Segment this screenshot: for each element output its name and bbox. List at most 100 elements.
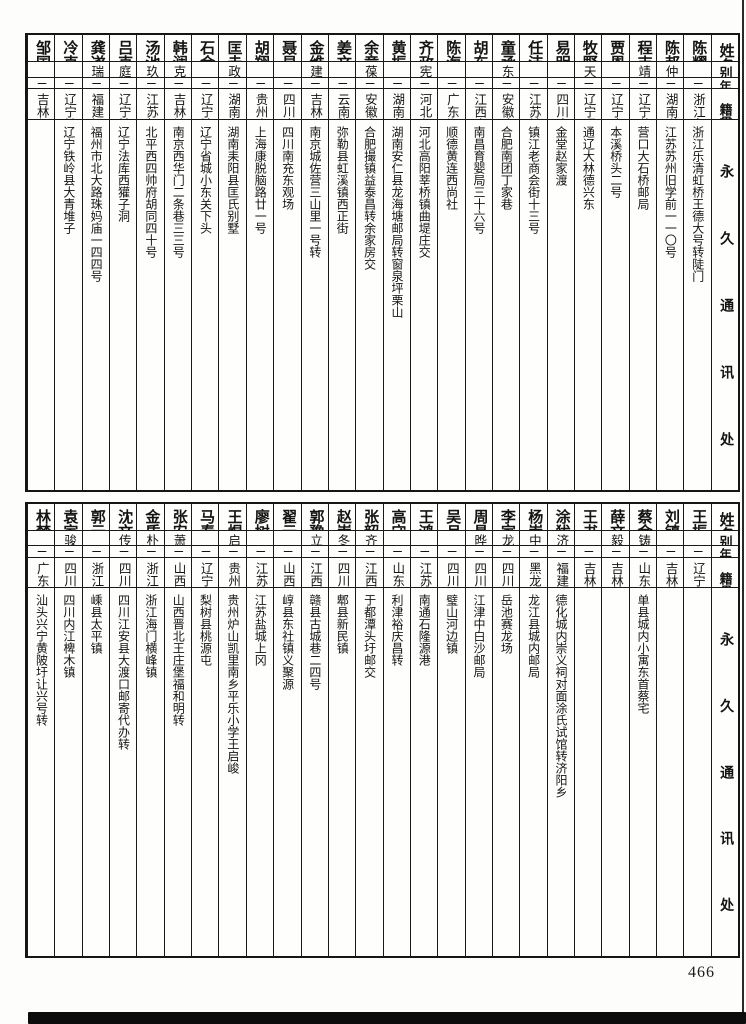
person-address: 合肥撮镇益泰昌转余家房交 [362, 125, 377, 270]
person-name-text: 吕克 [116, 40, 133, 63]
person-age: 二三 [82, 546, 110, 558]
directory-entry-column: 马春元 二三 辽宁沈阳 梨树县桃源屯 [191, 504, 219, 956]
person-alias [274, 531, 301, 547]
person-alias [192, 531, 219, 547]
person-native-place: 四川内江 [55, 558, 82, 589]
person-address: 于都潭头圩邮交 [362, 594, 377, 679]
person-name-text: 胡翔 [252, 40, 269, 63]
directory-entry-column: 郭豫章 立诚 二三 江西赣县 赣县古城巷二四号 [300, 504, 328, 956]
person-address: 南昌育婴局三十六号 [471, 125, 486, 234]
person-age: 二一 [438, 78, 465, 89]
person-name: 高守让 [383, 504, 410, 532]
person-name: 杨崇侠 [520, 504, 547, 532]
person-age: 二三 [465, 546, 492, 558]
person-address: 南京城佐营三山里一号转 [307, 125, 322, 258]
person-alias [684, 62, 711, 78]
person-address: 崞县东社镇义聚源 [280, 594, 295, 691]
directory-entry-column: 姜文斋 二四 云南弥勒 弥勒县虹溪镇西正街 [327, 35, 356, 490]
person-alias: 葆初 [356, 62, 383, 78]
person-age: 二三 [164, 546, 192, 558]
person-name: 涂犹龙② [547, 504, 574, 532]
person-name: 陈邦鑫 [656, 35, 684, 63]
person-address: 四川南充东观场 [280, 125, 295, 210]
person-native-place: 山西浑源 [164, 558, 192, 589]
person-name-text: 齐政新 [417, 40, 433, 61]
person-name-text: 匡圭训 [225, 40, 241, 61]
person-name-text: 任洁 [526, 40, 543, 63]
person-address: 江津中白沙邮局 [471, 594, 486, 679]
person-address: 四川江安县大渡口邮寄代办转 [116, 594, 131, 751]
person-name: 胡翔 [246, 35, 274, 63]
person-native-place: 四川金堂 [547, 89, 574, 120]
person-address: 赣县古城巷二四号 [307, 594, 322, 691]
person-alias: 仲略 [656, 62, 684, 78]
person-alias: 立诚 [301, 531, 328, 547]
person-native-place: 广东兴宁 [28, 558, 55, 589]
person-alias: 冬可 [328, 531, 356, 547]
person-name-text: 韩澜 [170, 40, 187, 63]
person-alias: 传仪 [110, 531, 137, 547]
person-alias [656, 531, 684, 547]
person-name: 吴月枢 [438, 504, 465, 532]
person-age: 二四 [410, 78, 438, 89]
person-name-text: 刘镇华 [663, 509, 679, 530]
person-address: 浙江乐清虹桥王德大号转陡门 [690, 125, 705, 282]
person-name: 齐政新 [410, 35, 438, 63]
person-name-text: 陈海雄 [444, 40, 460, 61]
directory-entry-column: 李家驹 龙骧 二四 四川岳池 岳池赛龙场 [491, 504, 520, 956]
person-alias [438, 62, 465, 78]
person-name: 薛文儒 [602, 504, 629, 532]
directory-entry-column: 金质 朴夫 二〇 浙江温岭 浙江海门横峰镇 [136, 504, 164, 956]
directory-table-upper: 姓名 别号 年龄 籍贯 永久通讯处 陈耀达 二二 浙江永嘉 [25, 33, 740, 492]
person-name: 王书田 [574, 504, 602, 532]
directory-entry-column: 金维 建华 二四 吉林吉林 南京城佐营三山里一号转 [300, 35, 328, 490]
person-alias: 铸九 [629, 531, 656, 547]
person-address: 合肥南团丁家巷 [499, 125, 514, 210]
person-alias [55, 62, 82, 78]
directory-entry-column: 王鸿升 二一 江苏南通 南通石隆源港 [409, 504, 438, 956]
person-name: 郭云龙 [82, 504, 110, 532]
person-native-place: 辽宁法库 [110, 89, 137, 120]
person-name-text: 牧野 [580, 40, 597, 63]
person-name-text: 赵崇善 [335, 509, 351, 530]
person-age: 二一 [274, 78, 301, 89]
directory-entry-column: 王书田 二三 吉林桦甸 [573, 504, 602, 956]
person-age: 二一 [547, 546, 574, 558]
person-address: 德化城内崇义祠对面涂氏试馆转济阳乡 [554, 594, 568, 799]
directory-entry-column: 廖树棠 二四 江苏盐城 江苏盐城上冈 [245, 504, 274, 956]
directory-entry-column: 韩澜 克山 二〇 吉林滨江 南京西华门二条巷三三号 [163, 35, 192, 490]
person-name: 陈海雄 [438, 35, 465, 63]
person-address: 上海康脱脑路廿一号 [253, 125, 268, 234]
person-address: 营口大石桥邮局 [636, 125, 651, 210]
person-age: 二一 [246, 78, 274, 89]
person-name-text: 金维 [307, 40, 324, 63]
person-alias [246, 62, 274, 78]
person-name: 陈耀达 [684, 35, 711, 63]
person-address: 郫县新民镇 [335, 594, 350, 655]
person-name-text: 马春元 [198, 509, 214, 530]
person-address: 岳池赛龙场 [499, 594, 514, 655]
header-alias: 别号 [711, 62, 738, 78]
person-name-text: 黄振宇 [390, 40, 406, 61]
person-name-text: 邹国璋 [34, 40, 50, 61]
person-name-text: 王煜 [225, 509, 242, 532]
person-name: 余章元 [356, 35, 383, 63]
person-age: 二七 [55, 546, 82, 558]
directory-entry-column: 林梦桂 二三 广东兴宁 汕头兴宁黄陂圩让兴号转 [27, 504, 55, 956]
directory-entry-column: 汤池 玖磊 二〇 江苏如皋 北平西四帅府胡同四十号 [136, 35, 164, 490]
person-age: 二四 [219, 546, 246, 558]
person-name: 金质 [137, 504, 164, 532]
person-name: 任洁 [520, 35, 547, 63]
person-name: 李家驹 [492, 504, 520, 532]
person-name-text: 吴月枢 [444, 509, 460, 530]
person-address: 龙江县城内邮局 [526, 594, 541, 679]
person-name: 姜文斋 [328, 35, 356, 63]
directory-entry-column: 袁家驹 骏程 二七 四川内江 四川内江椑木镇 [54, 504, 82, 956]
person-address: 山西晋北王庄堡福和明转 [171, 594, 186, 727]
directory-entry-column: 贾恩久① 二四 辽宁本溪 本溪桥头二号 [601, 35, 629, 490]
person-native-place: 黑龙江龙江 [520, 558, 547, 589]
person-address: 南京西华门二条巷三三号 [171, 125, 186, 258]
directory-entry-column: 黄振宇 二三 湖南永兴 湖南安仁县龙海塘邮局转窗泉坪栗山 [382, 35, 410, 490]
person-name-text: 郭豫章 [307, 509, 323, 530]
